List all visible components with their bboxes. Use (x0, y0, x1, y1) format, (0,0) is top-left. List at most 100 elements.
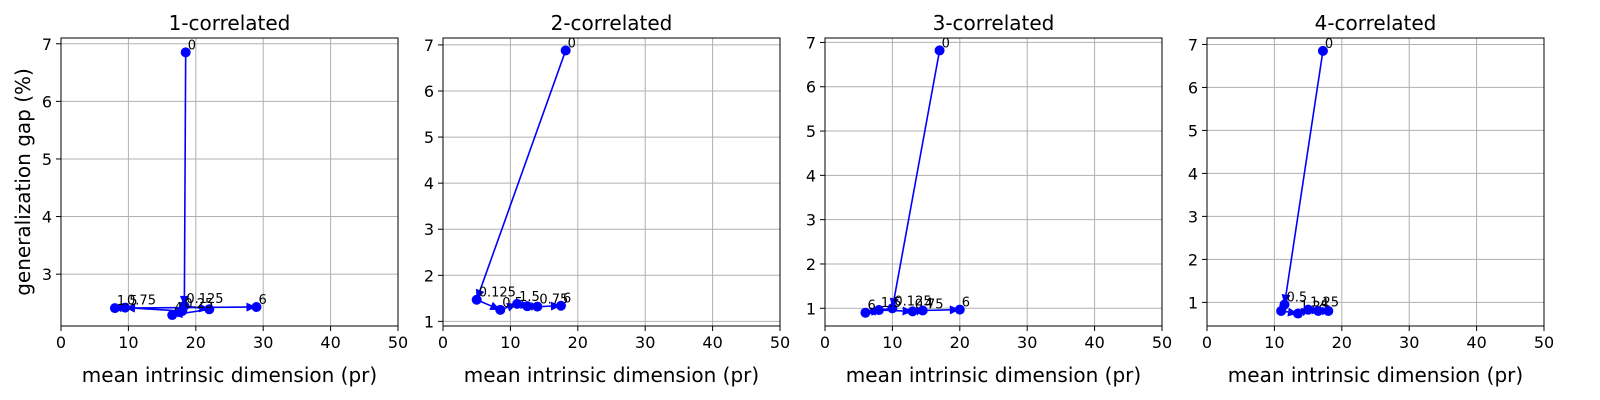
x-tick-label: 40 (1466, 333, 1486, 352)
x-tick-label: 20 (568, 333, 588, 352)
y-tick-label: 4 (1188, 164, 1198, 183)
data-point (1276, 305, 1287, 316)
trajectory-segment (479, 50, 567, 291)
y-tick-label: 3 (1188, 207, 1198, 226)
data-point (177, 306, 188, 317)
x-tick-label: 40 (1084, 333, 1104, 352)
point-label: 4 (1320, 297, 1328, 312)
x-axis-label: mean intrinsic dimension (pr) (1228, 363, 1523, 387)
data-point (887, 303, 898, 314)
x-tick-label: 40 (320, 333, 340, 352)
y-tick-label: 3 (424, 220, 434, 239)
point-label: 0.5 (1287, 291, 1308, 306)
x-tick-label: 50 (770, 333, 790, 352)
y-tick-label: 3 (42, 265, 52, 284)
trajectory-segment (893, 50, 941, 299)
y-tick-label: 4 (806, 166, 816, 185)
x-tick-label: 0 (56, 333, 66, 352)
point-label: 6 (563, 292, 571, 307)
x-tick-label: 50 (1152, 333, 1172, 352)
trajectory-segment (1285, 50, 1324, 295)
y-tick-label: 3 (806, 211, 816, 230)
plot-area-frame (60, 37, 399, 327)
x-tick-label: 10 (1264, 333, 1284, 352)
data-point (560, 45, 571, 56)
point-label: 0 (568, 36, 576, 51)
data-point (1323, 305, 1334, 316)
point-label: 6 (867, 299, 875, 314)
trajectory-arrowhead (550, 301, 561, 311)
y-tick-label: 7 (42, 35, 52, 54)
panel-title: 4-correlated (1315, 11, 1437, 35)
y-tick-label: 4 (42, 208, 52, 227)
x-tick-label: 10 (118, 333, 138, 352)
x-axis-label: mean intrinsic dimension (pr) (464, 363, 759, 387)
trajectory-segment (183, 52, 187, 296)
plot-area-frame (824, 37, 1163, 327)
data-point (204, 304, 215, 315)
y-axis-label: generalization gap (%) (11, 68, 35, 296)
x-tick-label: 50 (388, 333, 408, 352)
point-label: 6 (962, 296, 970, 311)
point-label: 4 (925, 296, 933, 311)
x-tick-label: 10 (882, 333, 902, 352)
data-point (471, 294, 482, 305)
data-point (1292, 308, 1303, 319)
data-point (873, 305, 884, 316)
trajectory-arrowhead (949, 305, 960, 315)
data-point (120, 302, 131, 313)
data-point (860, 307, 871, 318)
data-point (555, 300, 566, 311)
y-tick-label: 6 (806, 78, 816, 97)
y-tick-label: 2 (806, 255, 816, 274)
point-label: 0 (188, 38, 196, 53)
point-label: 6 (258, 293, 266, 308)
data-point (954, 304, 965, 315)
point-label: 0.75 (127, 294, 156, 309)
trajectory-arrowhead (246, 302, 257, 312)
data-point (917, 305, 928, 316)
y-tick-label: 1 (806, 299, 816, 318)
x-tick-label: 30 (253, 333, 273, 352)
trajectory-arrowhead (902, 306, 913, 316)
x-tick-label: 30 (1017, 333, 1037, 352)
plot-area-frame (1206, 37, 1545, 327)
x-tick-label: 20 (950, 333, 970, 352)
data-point (495, 304, 506, 315)
point-label: 0.125 (479, 286, 516, 301)
x-tick-label: 0 (438, 333, 448, 352)
point-label: 1.5 (117, 294, 138, 309)
x-axis-label: mean intrinsic dimension (pr) (846, 363, 1141, 387)
data-point (109, 303, 120, 314)
point-label: 1.5 (881, 296, 902, 311)
x-tick-label: 20 (1332, 333, 1352, 352)
panel-1: 0 10 20 30 40 50 3 4 5 6 7 1-correlated mean intrins… (11, 11, 408, 387)
y-tick-label: 6 (424, 82, 434, 101)
y-tick-label: 7 (424, 36, 434, 55)
x-tick-label: 0 (1202, 333, 1212, 352)
data-point (1303, 304, 1314, 315)
point-label: 0 (1325, 37, 1333, 52)
point-label: 0.25 (184, 297, 213, 312)
y-tick-label: 6 (42, 92, 52, 111)
x-tick-label: 50 (1534, 333, 1554, 352)
y-tick-label: 5 (42, 150, 52, 169)
y-tick-label: 2 (1188, 250, 1198, 269)
data-point (1313, 305, 1324, 316)
y-tick-label: 5 (1188, 121, 1198, 140)
data-point (532, 301, 543, 312)
x-axis-label: mean intrinsic dimension (pr) (82, 363, 377, 387)
x-tick-label: 30 (1399, 333, 1419, 352)
point-label: 0.125 (186, 292, 223, 307)
panel-title: 3-correlated (933, 11, 1055, 35)
point-label: 1.5 (519, 290, 540, 305)
x-tick-label: 30 (635, 333, 655, 352)
data-point (167, 310, 178, 321)
y-tick-label: 6 (1188, 78, 1198, 97)
y-tick-label: 1 (1188, 293, 1198, 312)
panel-2: 0 10 20 30 40 50 1 2 3 4 5 6 7 2-correlated mean intri… (424, 11, 790, 387)
panel-title: 1-correlated (169, 11, 291, 35)
